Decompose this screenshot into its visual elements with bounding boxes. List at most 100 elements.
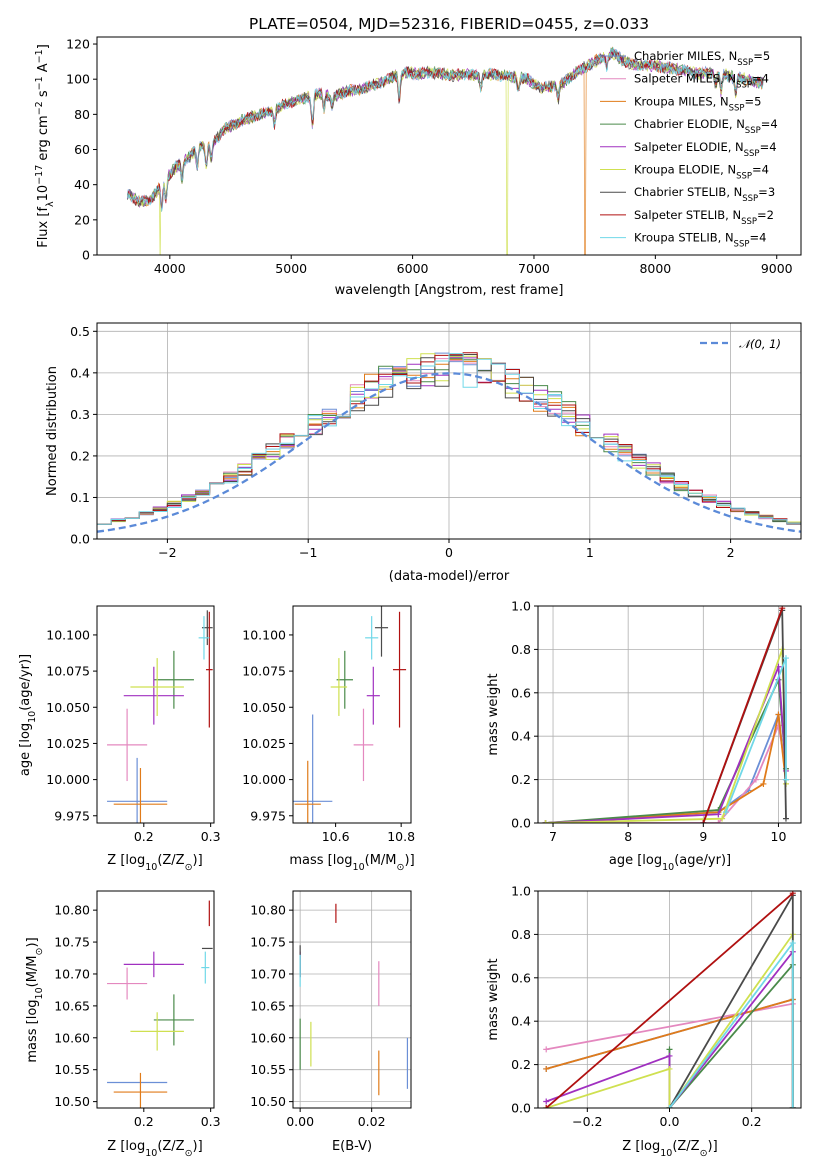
plot-area [126, 46, 764, 255]
legend-n: N [720, 94, 729, 108]
weight-marker-kroupa-elodie [542, 820, 549, 823]
y-axis-label-part: (M/M [25, 955, 40, 987]
x-axis-label: Z [log10(Z/Z⊙)] [107, 1139, 202, 1159]
legend-entry-kroupa-elodie: Kroupa ELODIE, NSSP=4 [634, 163, 769, 182]
weight-marker-kroupa-miles [543, 1065, 550, 1072]
legend-eq: = [752, 72, 762, 86]
x-axis-label: E(B-V) [332, 1139, 372, 1154]
axes-frame [537, 890, 802, 1109]
legend-eq: = [760, 140, 770, 154]
legend-n: N [735, 140, 744, 154]
y-tick-label: 0.1 [70, 490, 90, 505]
x-tick-label: 1 [586, 545, 594, 560]
x-axis-label-part: 10 [145, 862, 157, 873]
weight-marker-kroupa-stelib [789, 940, 796, 947]
y-tick-label: 0.4 [70, 365, 90, 380]
x-axis-label-part: ⊙ [397, 862, 405, 873]
y-axis-label-part: −17 [34, 165, 45, 185]
x-axis-label-part: Z [log [107, 1139, 145, 1154]
y-tick-label: 1.0 [511, 884, 531, 899]
y-tick-label: 0.3 [70, 407, 90, 422]
figure-title: PLATE=0504, MJD=52316, FIBERID=0455, z=0… [249, 15, 649, 33]
legend-n-value: 3 [768, 185, 775, 199]
legend-name: Kroupa MILES, [634, 94, 720, 108]
weight-marker-kroupa-miles [775, 711, 782, 718]
legend-n: N [729, 49, 738, 63]
legend-name: Chabrier MILES, [634, 49, 729, 63]
y-axis-label: Normed distribution [45, 366, 60, 496]
y-tick-label: 10.75 [54, 935, 90, 950]
legend-name: Kroupa STELIB, [634, 231, 725, 245]
y-axis-label: mass [log10(M/M⊙)] [25, 937, 45, 1062]
y-tick-label: 0.5 [70, 324, 90, 339]
legend-n: N [734, 185, 743, 199]
legend-eq: = [761, 117, 771, 131]
y-axis-label-part: )] [25, 937, 40, 947]
legend-entry-kroupa-miles: Kroupa MILES, NSSP=5 [634, 94, 761, 113]
y-axis-label: Flux [fλ10−17 erg cm−2 s−1 A−1] [34, 44, 56, 248]
y-tick-label: 120 [66, 37, 90, 52]
x-tick-label: 0.0 [660, 1114, 680, 1129]
x-tick-label: 0.3 [201, 1114, 221, 1129]
y-axis-label-part: ⊙ [34, 948, 45, 956]
y-axis-label: mass weight [486, 673, 501, 755]
legend-eq: = [758, 185, 768, 199]
y-tick-label: 10.70 [54, 966, 90, 981]
legend-name: Salpeter MILES, [634, 72, 727, 86]
legend-name: Salpeter ELODIE, [634, 140, 735, 154]
chart-age-vs-mass: 10.6 10.8 9.975 10.000 10.025 10.050 10.075 10.… [242, 605, 415, 873]
weight-marker-kroupa-elodie [666, 1065, 673, 1072]
x-axis-label-part: age [log [609, 853, 662, 868]
y-tick-label: 10.50 [250, 1094, 286, 1109]
legend-entry-salpeter-miles: Salpeter MILES, NSSP=4 [634, 72, 769, 91]
x-axis-label: mass [log10(M/M⊙)] [289, 853, 414, 873]
legend-n-sub: SSP [736, 81, 752, 91]
legend-n-sub: SSP [734, 240, 750, 250]
y-axis-label-part: λ [45, 201, 56, 207]
y-tick-label: 20 [74, 212, 90, 227]
legend-n-value: 5 [763, 49, 770, 63]
x-tick-label: 10.6 [322, 829, 350, 844]
y-tick-label: 9.975 [250, 808, 286, 823]
y-tick-label: 10.025 [46, 736, 90, 751]
y-tick-label: 0.0 [511, 816, 531, 831]
plot-area [543, 891, 796, 1108]
axes-frame [96, 605, 215, 824]
weight-line-salpeter-stelib [702, 607, 784, 823]
legend-n: N [727, 163, 736, 177]
legend-name: Salpeter STELIB, [634, 208, 732, 222]
y-tick-label: 10.55 [250, 1062, 286, 1077]
weight-line-chabrier-stelib [668, 891, 794, 1108]
y-tick-label: 10.75 [250, 935, 286, 950]
y-axis-label-part: −1 [34, 49, 45, 63]
y-tick-label: 10.000 [242, 772, 286, 787]
y-tick-label: 1.0 [511, 599, 531, 614]
y-axis-label-part: age [log [18, 723, 33, 776]
y-tick-label: 0.0 [70, 532, 90, 547]
x-tick-label: 7000 [518, 261, 550, 276]
y-tick-label: 10.65 [54, 998, 90, 1013]
axes-frame [96, 36, 802, 256]
legend-n-value: 5 [754, 94, 761, 108]
y-tick-label: 10.70 [250, 966, 286, 981]
chart-mass-vs-Z: 0.2 0.3 10.50 10.55 10.60 10.65 10.70 10.75 10.8… [25, 890, 221, 1159]
x-axis-label: (data-model)/error [389, 569, 510, 584]
legend-eq: = [757, 208, 767, 222]
axes-frame [292, 605, 412, 824]
y-axis-label-part: 10 [27, 711, 38, 723]
x-tick-label: 0 [445, 545, 453, 560]
x-axis-label-part: Z [log [622, 1139, 660, 1154]
plot-area [299, 903, 409, 1096]
legend-n-value: 4 [769, 140, 776, 154]
x-tick-label: 5000 [275, 261, 307, 276]
x-axis-label: wavelength [Angstrom, rest frame] [335, 283, 564, 298]
legend-n: N [732, 208, 741, 222]
weight-line-kroupa-miles [545, 714, 787, 823]
y-axis-label-part: Flux [f [36, 207, 51, 248]
x-tick-label: 0.02 [358, 1114, 386, 1129]
x-axis-label: Z [log10(Z/Z⊙)] [107, 853, 202, 873]
y-tick-label: 100 [66, 72, 90, 87]
y-axis-label-part: −2 [34, 101, 45, 115]
x-tick-label: 10 [771, 829, 787, 844]
